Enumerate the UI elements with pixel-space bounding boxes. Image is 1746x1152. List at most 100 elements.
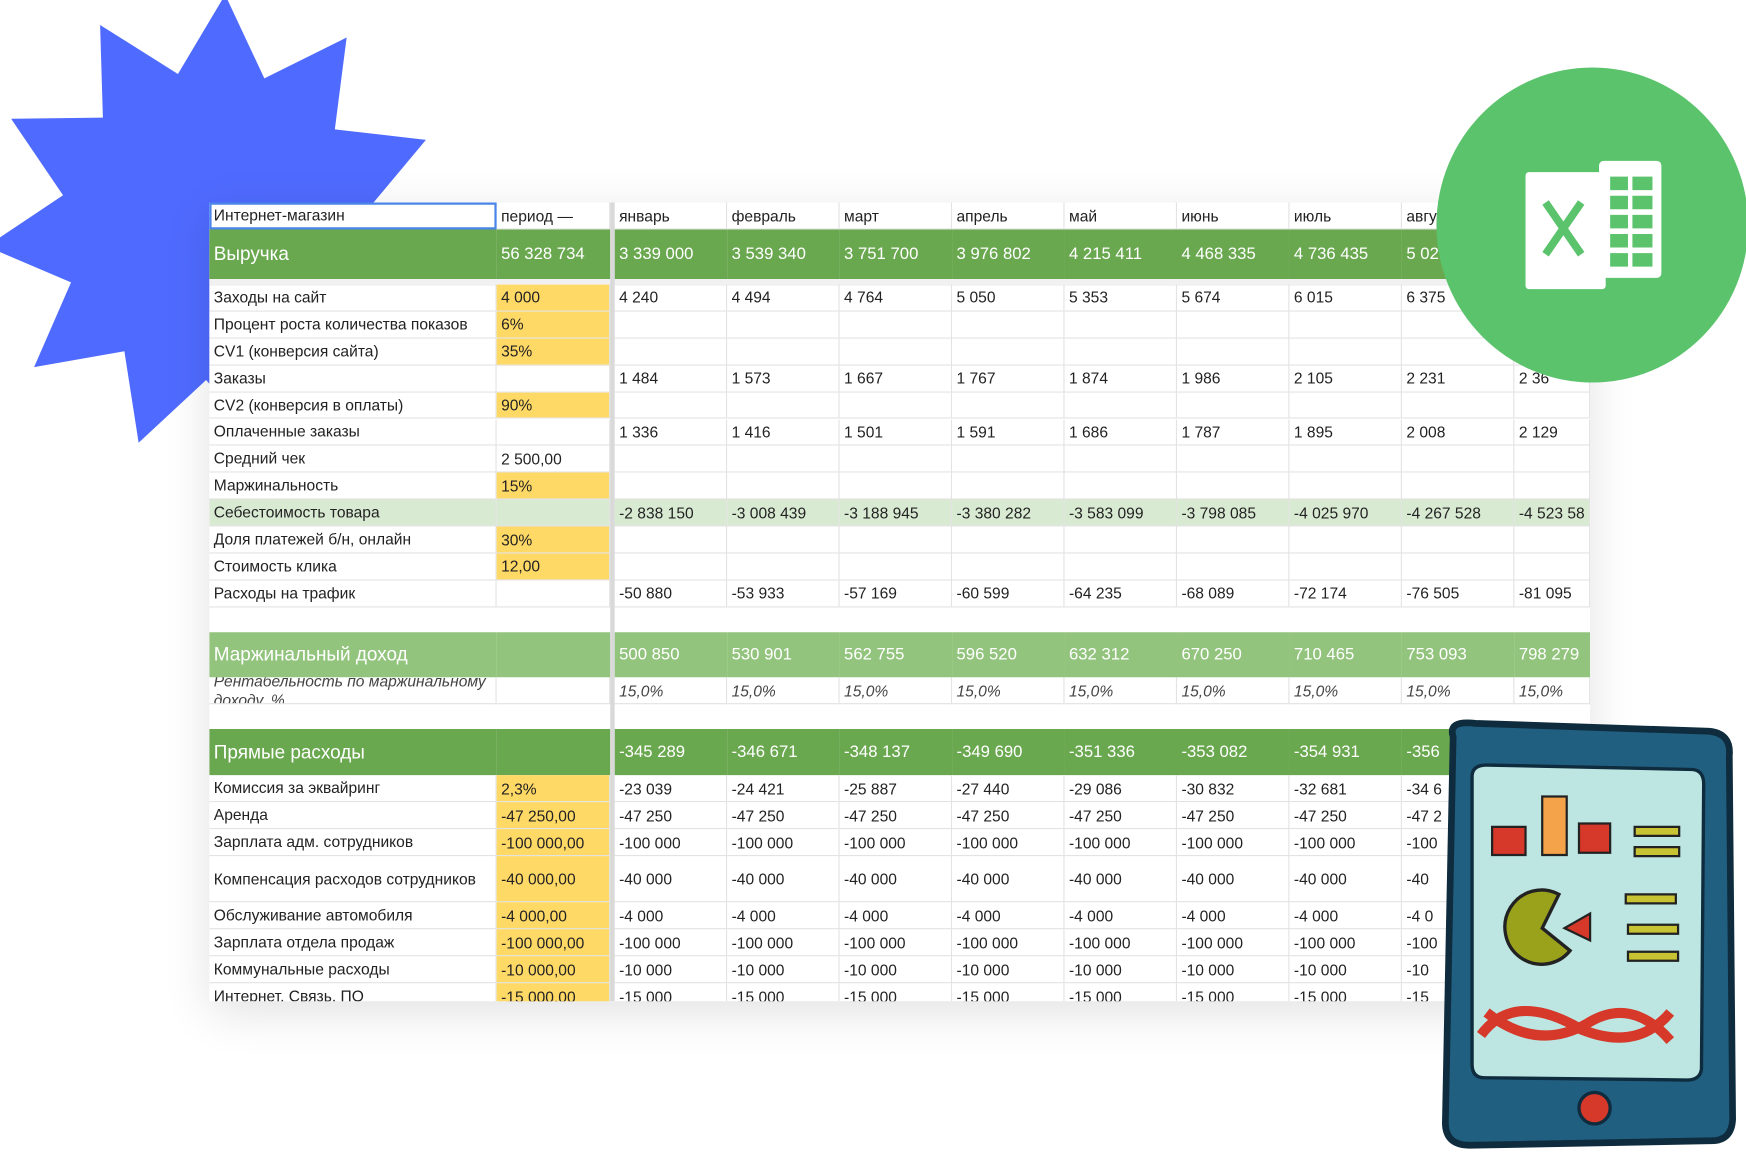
period-cell: -100 000,00 — [496, 829, 611, 857]
table-row: Себестоимость товара -2 838 150 -3 008 439… — [209, 499, 1591, 527]
value-cell: -100 000 — [727, 829, 840, 857]
value-cell: -4 000 — [952, 902, 1065, 930]
value-cell — [1064, 311, 1177, 339]
value-cell: 500 850 — [614, 632, 728, 678]
value-cell — [1176, 445, 1290, 473]
value-cell — [1514, 775, 1591, 803]
value-cell: -3 008 439 — [727, 499, 840, 527]
value-cell — [1401, 338, 1515, 366]
row-label: Процент роста количества показов — [209, 311, 497, 339]
value-cell: 632 312 — [1064, 632, 1177, 678]
value-cell — [727, 338, 840, 366]
value-cell: -29 086 — [1064, 775, 1177, 803]
period-cell — [496, 499, 611, 527]
value-cell: 2 231 — [1401, 365, 1515, 393]
value-cell: -353 082 — [1176, 729, 1290, 776]
value-cell: -100 000 — [1064, 829, 1177, 857]
spreadsheet: Интернет-магазин период — январь февраль мар… — [209, 202, 1591, 1002]
value-cell: 2 105 — [1289, 365, 1402, 393]
value-cell: -348 137 — [839, 729, 953, 776]
value-cell: 562 755 — [839, 632, 953, 678]
period-cell: 2,3% — [496, 775, 611, 803]
value-cell: -25 887 — [839, 775, 953, 803]
value-cell — [1514, 229, 1591, 279]
header-cell: Интернет-магазин — [209, 202, 497, 230]
value-cell: -4 000 — [1064, 902, 1177, 930]
value-cell: 1 416 — [727, 419, 840, 446]
value-cell: 4 764 — [839, 284, 953, 312]
value-cell: 530 901 — [727, 632, 840, 678]
value-cell: -64 235 — [1064, 580, 1177, 608]
value-cell — [1176, 526, 1290, 554]
value-cell: -15 000 — [840, 983, 953, 1002]
value-cell: -40 000 — [952, 856, 1065, 903]
value-cell — [839, 392, 953, 420]
value-cell: -100 — [1401, 929, 1515, 957]
value-cell: -47 2 — [1401, 802, 1515, 830]
value-cell — [952, 392, 1065, 420]
value-cell: -40 000 — [614, 856, 728, 903]
value-cell: -2 838 150 — [614, 499, 728, 527]
period-cell: 56 328 734 — [496, 229, 611, 279]
value-cell: -4 000 — [614, 902, 728, 930]
value-cell: -4 0 — [1401, 902, 1515, 930]
value-cell: -100 000 — [1064, 929, 1177, 957]
value-cell — [614, 445, 728, 473]
value-cell: 1 986 — [1176, 365, 1290, 393]
value-cell: 753 093 — [1401, 632, 1515, 678]
value-cell — [1289, 526, 1402, 554]
value-cell: -47 250 — [1176, 802, 1290, 830]
value-cell — [1401, 526, 1515, 554]
value-cell: -100 000 — [1289, 929, 1402, 957]
month-header: июнь — [1176, 202, 1290, 230]
table-row: Расходы на трафик -50 880 -53 933 -57 169 -6… — [209, 580, 1591, 608]
value-cell — [614, 392, 728, 420]
period-cell: 4 000 — [496, 284, 611, 312]
period-cell: 2 500,00 — [496, 445, 611, 473]
row-label: Заходы на сайт — [209, 284, 497, 312]
value-cell: 2 008 — [1401, 419, 1515, 446]
table-row: Доля платежей б/н, онлайн 30% — [209, 526, 1591, 554]
value-cell: -15 000 — [952, 983, 1065, 1002]
period-cell: -10 000,00 — [496, 956, 611, 984]
value-cell: -47 250 — [839, 802, 953, 830]
value-cell — [952, 553, 1065, 581]
period-cell: -100 000,00 — [496, 929, 611, 957]
table-row: Выручка 56 328 734 3 339 000 3 539 340 3 751… — [209, 229, 1591, 279]
value-cell — [952, 526, 1065, 554]
value-cell: 2 36 — [1514, 365, 1591, 393]
row-label: Зарплата адм. сотрудников — [209, 829, 497, 857]
value-cell: 15,0% — [1514, 677, 1591, 705]
value-cell — [1289, 553, 1402, 581]
value-cell — [1514, 311, 1591, 339]
value-cell — [952, 338, 1065, 366]
value-cell: -47 250 — [1064, 802, 1177, 830]
value-cell — [839, 445, 953, 473]
period-cell: 12,00 — [496, 553, 611, 581]
value-cell: 15,0% — [952, 677, 1065, 705]
value-cell — [727, 526, 840, 554]
value-cell: 1 336 — [614, 419, 728, 446]
period-cell — [496, 365, 611, 393]
value-cell — [1289, 311, 1402, 339]
value-cell — [1514, 445, 1591, 473]
value-cell: -81 095 — [1514, 580, 1591, 608]
value-cell: -4 000 — [839, 902, 953, 930]
table-row: Обслуживание автомобиля -4 000,00 -4 000 -4… — [209, 902, 1591, 930]
value-cell: -100 000 — [727, 929, 840, 957]
value-cell: -4 000 — [727, 902, 840, 930]
value-cell: -4 025 970 — [1289, 499, 1402, 527]
row-label: Интернет, Связь, ПО — [209, 983, 497, 1002]
value-cell: 15,0% — [727, 677, 840, 705]
value-cell: -40 000 — [839, 856, 953, 903]
value-cell — [1289, 445, 1402, 473]
value-cell — [1401, 445, 1515, 473]
value-cell — [1176, 553, 1290, 581]
row-label: Маржинальность — [209, 472, 497, 500]
value-cell — [614, 311, 728, 339]
value-cell — [1514, 526, 1591, 554]
value-cell: -40 000 — [1176, 856, 1290, 903]
month-header — [1514, 202, 1591, 230]
row-label: Прямые расходы — [209, 729, 497, 776]
period-cell: 35% — [496, 338, 611, 366]
